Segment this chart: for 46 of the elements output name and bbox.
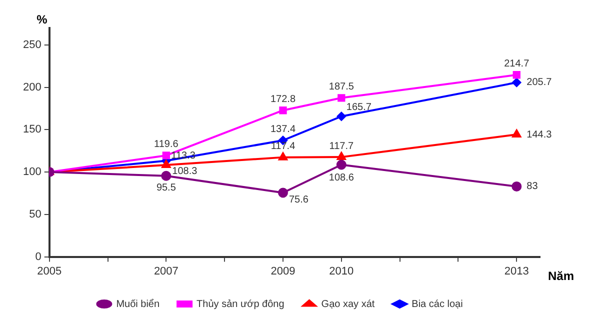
y-tick-label: 250: [22, 38, 42, 51]
y-axis-title: %: [36, 12, 48, 26]
point: [338, 94, 346, 102]
x-tick-label: 2007: [154, 265, 178, 278]
point: [161, 170, 172, 181]
data-label: 117.4: [270, 141, 296, 152]
x-tick-label: 2005: [37, 265, 62, 278]
point: [512, 71, 520, 79]
legend-label: Muối biển: [116, 298, 160, 310]
y-tick-label: 100: [22, 166, 42, 178]
point: [162, 152, 170, 160]
x-tick-label: 2010: [329, 265, 354, 278]
x-tick-label: 2013: [504, 265, 529, 278]
point: [278, 188, 288, 198]
x-tick-label: 2009: [270, 265, 296, 278]
y-tick-label: 150: [22, 124, 42, 136]
data-label: 165.7: [346, 102, 372, 114]
legend-label: Bia các loại: [412, 298, 463, 310]
point: [512, 78, 522, 87]
data-label: 205.7: [526, 77, 552, 88]
point: [336, 152, 346, 160]
point: [336, 160, 346, 170]
legend-label: Gạo xay xát: [321, 298, 375, 310]
data-label: 137.4: [270, 124, 296, 136]
data-label: 187.5: [328, 82, 354, 93]
point: [512, 130, 522, 138]
data-label: 172.8: [270, 94, 296, 106]
data-label: 108.3: [172, 166, 198, 177]
data-label: 95.5: [156, 182, 176, 194]
point: [278, 152, 288, 160]
y-tick-label: 0: [35, 250, 42, 263]
y-tick-label: 200: [22, 81, 42, 94]
data-label: 119.6: [154, 139, 179, 150]
data-label: 83: [526, 181, 538, 192]
data-label: 108.6: [328, 172, 354, 184]
point: [336, 112, 346, 121]
legend-label: Thủy sản ướp đông: [196, 298, 284, 310]
data-label: 214.7: [504, 58, 530, 70]
data-label: 117.7: [329, 140, 354, 152]
x-axis-title: Năm: [548, 269, 574, 284]
point: [512, 181, 522, 192]
point: [162, 160, 171, 168]
y-tick-label: 50: [29, 208, 42, 220]
point: [279, 106, 287, 114]
data-label: 75.6: [288, 194, 309, 206]
data-label: 144.3: [526, 129, 552, 140]
